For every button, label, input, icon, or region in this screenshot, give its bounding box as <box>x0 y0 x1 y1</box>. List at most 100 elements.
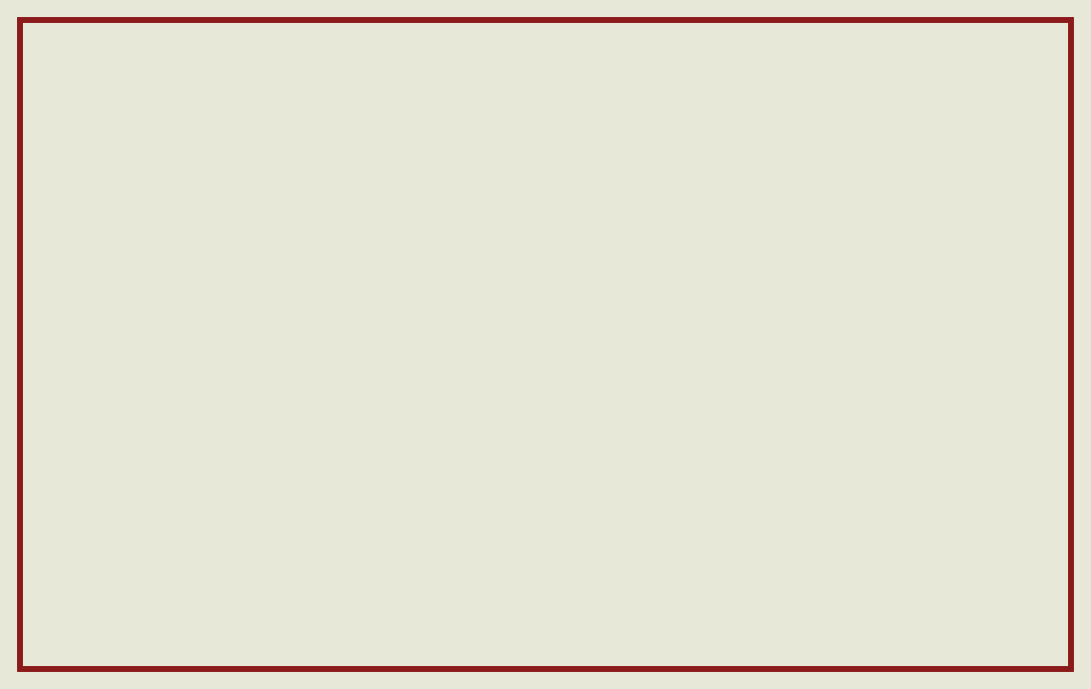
Text: 2009: 2009 <box>631 28 667 42</box>
Bar <box>902 76 958 119</box>
Bar <box>902 245 958 288</box>
Bar <box>676 626 733 669</box>
Bar <box>846 415 902 457</box>
Text: Apr: Apr <box>412 56 433 70</box>
Text: Finalize plan with key stake holders: Finalize plan with key stake holders <box>56 599 278 612</box>
Bar <box>395 86 452 108</box>
Bar <box>452 542 507 584</box>
Bar <box>395 161 452 203</box>
Bar <box>958 119 1015 161</box>
Text: Detailed Cash Flow, Profit & Loss etc. - BP2: Detailed Cash Flow, Profit & Loss etc. -… <box>56 557 326 570</box>
Bar <box>20 330 48 373</box>
Text: Jan: Jan <box>921 56 939 70</box>
Bar <box>620 626 676 669</box>
Bar <box>20 245 48 288</box>
Bar <box>564 76 620 119</box>
Text: Dec: Dec <box>862 56 885 70</box>
Bar <box>846 119 902 161</box>
Bar <box>620 203 676 245</box>
Bar <box>789 415 846 457</box>
Bar <box>620 76 676 119</box>
Bar <box>1015 373 1071 415</box>
Bar <box>789 330 846 373</box>
Bar <box>452 161 507 203</box>
Bar <box>958 542 1015 584</box>
Bar <box>958 584 1015 626</box>
Bar <box>958 76 1015 119</box>
Bar <box>564 584 620 626</box>
Bar <box>507 373 564 415</box>
Bar <box>1015 500 1071 542</box>
Bar <box>507 584 564 626</box>
Text: May: May <box>467 56 492 70</box>
Text: 2: 2 <box>29 133 38 146</box>
Bar <box>789 457 846 500</box>
Bar <box>958 203 1015 245</box>
Text: 6: 6 <box>29 302 38 316</box>
Text: Feb: Feb <box>975 56 997 70</box>
Bar <box>789 161 846 203</box>
Bar <box>507 542 564 584</box>
Bar <box>902 626 958 669</box>
Text: 2nd Stage Marketing including LVMC: 2nd Stage Marketing including LVMC <box>56 302 285 316</box>
Bar <box>846 203 902 245</box>
Bar <box>603 425 632 447</box>
Bar <box>20 415 48 457</box>
Text: 10: 10 <box>25 472 43 485</box>
Bar <box>507 203 564 245</box>
Bar <box>1015 415 1071 457</box>
Bar <box>20 203 48 245</box>
Bar <box>547 382 609 404</box>
Bar <box>1015 119 1071 161</box>
Bar <box>733 50 789 76</box>
Bar <box>507 457 564 500</box>
Bar <box>620 542 676 584</box>
Bar <box>395 510 750 532</box>
Bar <box>395 76 452 119</box>
Bar <box>902 584 958 626</box>
Bar <box>452 203 507 245</box>
Bar <box>733 626 789 669</box>
Bar <box>564 626 620 669</box>
Bar <box>958 161 1015 203</box>
Bar <box>507 119 564 161</box>
Bar <box>789 76 846 119</box>
Bar <box>958 373 1015 415</box>
Bar <box>20 584 48 626</box>
Bar <box>733 203 789 245</box>
Bar <box>20 373 48 415</box>
Bar <box>885 637 1071 659</box>
Bar <box>547 298 789 320</box>
Bar <box>48 542 395 584</box>
Text: 3: 3 <box>29 176 38 188</box>
Bar <box>620 584 676 626</box>
Text: Jul: Jul <box>585 56 599 70</box>
Text: Task: Task <box>206 41 237 55</box>
Bar <box>676 457 733 500</box>
Bar <box>620 415 676 457</box>
Bar <box>676 203 733 245</box>
Text: Company Incorporation & Initial Funding: Company Incorporation & Initial Funding <box>56 133 309 146</box>
Bar <box>1015 76 1071 119</box>
Bar <box>452 50 507 76</box>
Bar <box>958 245 1015 288</box>
Bar <box>846 542 902 584</box>
Bar <box>676 50 733 76</box>
Bar <box>676 288 733 330</box>
Bar <box>48 76 395 119</box>
Bar <box>1015 457 1071 500</box>
Bar <box>789 626 846 669</box>
Bar <box>395 330 452 373</box>
Text: Costing of Services: Costing of Services <box>56 387 177 400</box>
Bar <box>789 500 846 542</box>
Bar <box>564 203 620 245</box>
Bar <box>20 457 48 500</box>
Bar <box>733 288 789 330</box>
Bar <box>846 76 902 119</box>
Bar <box>620 119 676 161</box>
Bar <box>564 500 620 542</box>
Text: Mar: Mar <box>1032 56 1054 70</box>
Bar <box>443 171 459 193</box>
Bar <box>958 626 1015 669</box>
Bar <box>733 542 789 584</box>
